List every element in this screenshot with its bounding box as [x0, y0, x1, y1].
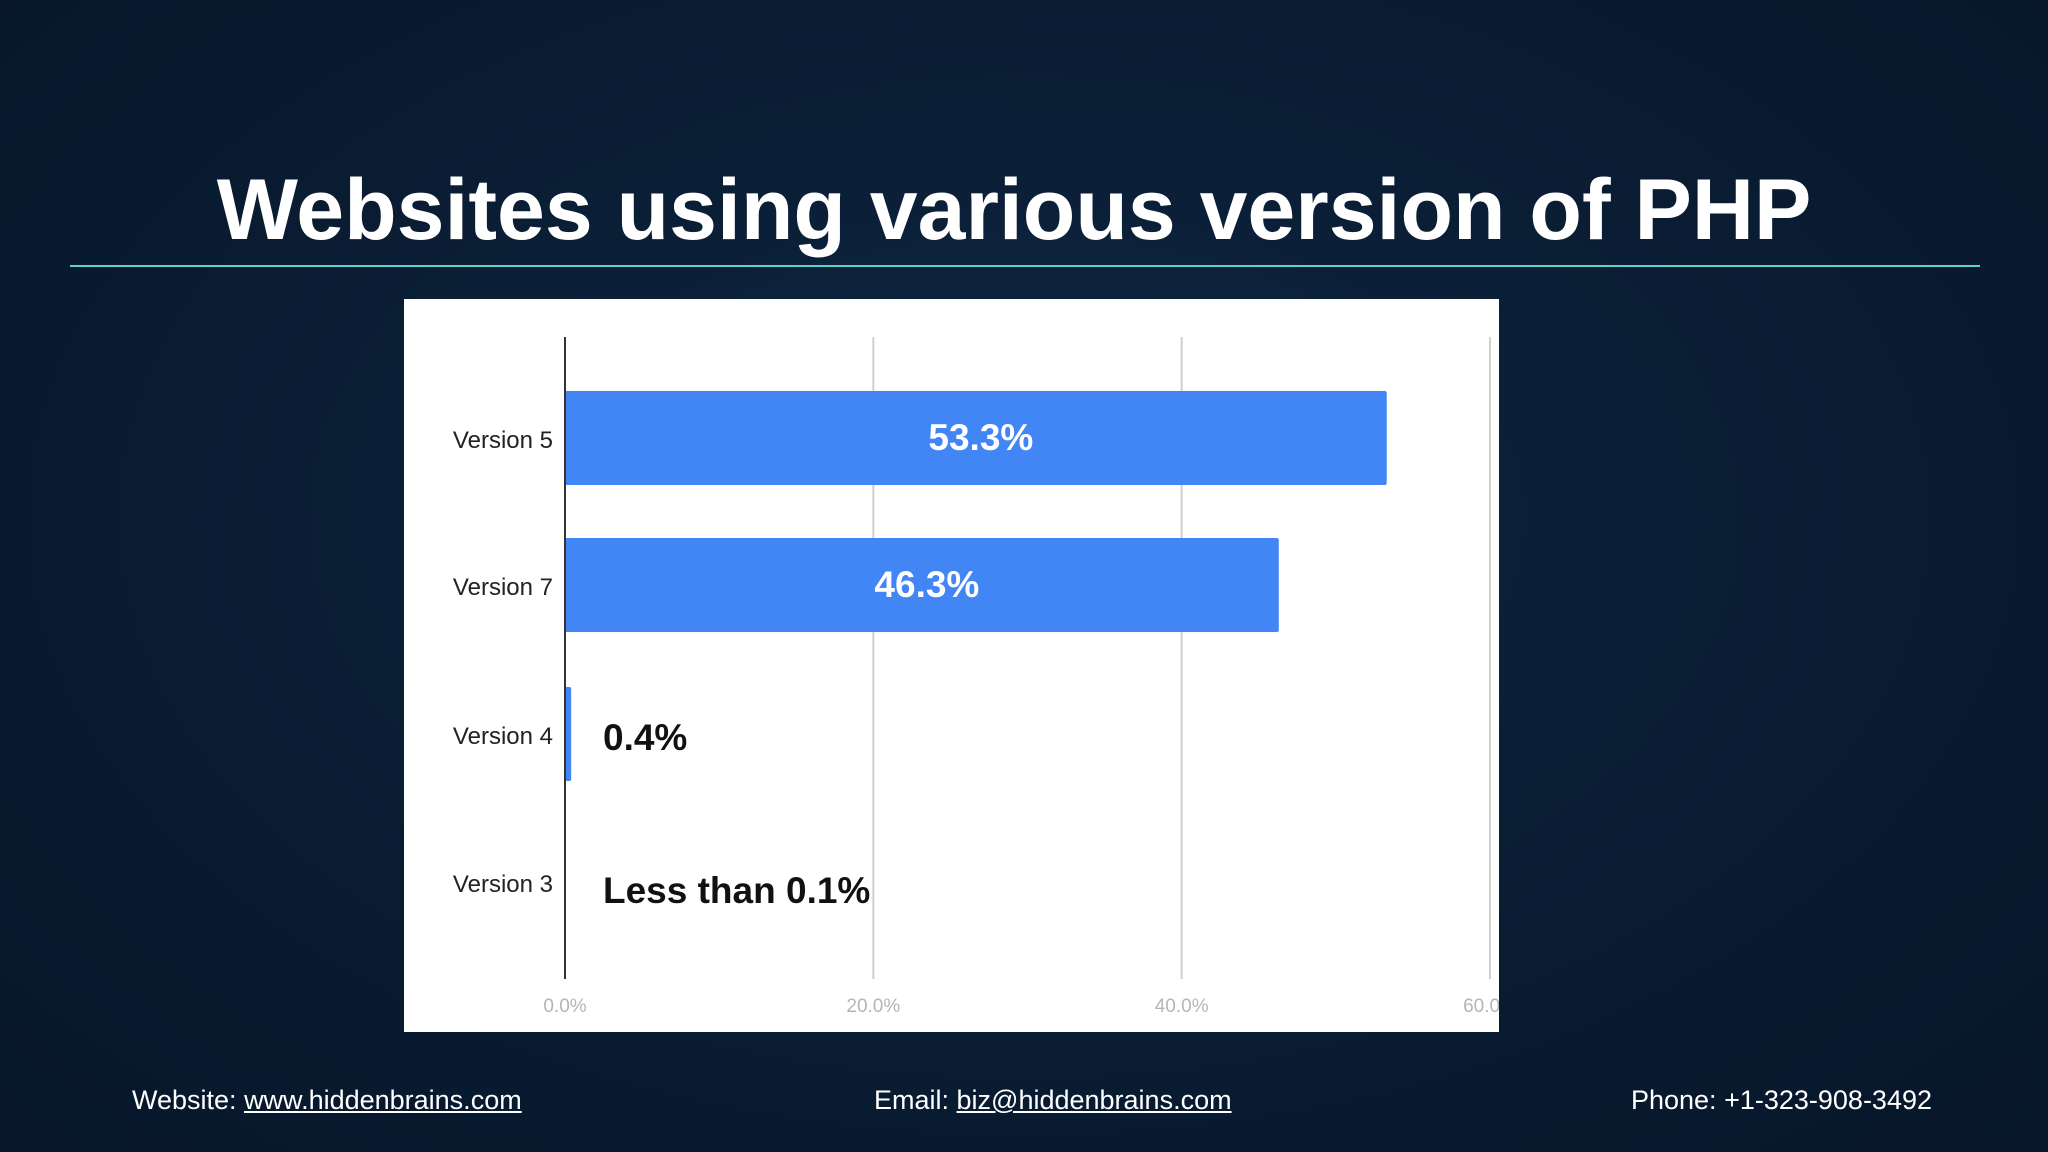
bar-version-7 — [565, 538, 1279, 632]
footer-phone: Phone: +1-323-908-3492 — [1631, 1085, 1932, 1116]
data-label: Less than 0.1% — [603, 870, 870, 911]
x-tick-label: 60.0% — [1463, 996, 1499, 1017]
category-label: Version 5 — [453, 427, 553, 454]
data-label: 0.4% — [603, 717, 687, 758]
email-label: Email: — [874, 1085, 950, 1115]
email-link[interactable]: biz@hiddenbrains.com — [956, 1085, 1232, 1115]
bar-chart: Version 5 53.3% Version 7 46.3% Version 4 0.4… — [453, 337, 1499, 1017]
phone-label: Phone: — [1630, 1085, 1717, 1115]
footer-email: Email: biz@hiddenbrains.com — [874, 1085, 1232, 1116]
slide-title: Websites using various version of PHP — [216, 162, 1812, 258]
bar-version-5 — [565, 391, 1387, 485]
footer-website: Website: www.hiddenbrains.com — [132, 1085, 522, 1116]
chart-panel: Version 5 53.3% Version 7 46.3% Version 4 0.4… — [404, 299, 1499, 1032]
website-label: Website: — [132, 1085, 237, 1115]
data-label: 53.3% — [928, 417, 1033, 458]
x-tick-label: 40.0% — [1155, 996, 1209, 1017]
category-label: Version 4 — [453, 723, 553, 750]
data-label: 46.3% — [874, 564, 979, 605]
x-tick-label: 20.0% — [846, 996, 900, 1017]
footer: Website: www.hiddenbrains.com Email: biz… — [0, 1085, 2048, 1125]
website-link[interactable]: www.hiddenbrains.com — [244, 1085, 522, 1115]
category-label: Version 7 — [453, 574, 553, 601]
phone-value: +1-323-908-3492 — [1724, 1085, 1932, 1115]
title-divider — [70, 265, 1980, 267]
x-tick-label: 0.0% — [543, 996, 586, 1017]
bar-version-4 — [565, 687, 572, 781]
category-label: Version 3 — [453, 871, 553, 898]
